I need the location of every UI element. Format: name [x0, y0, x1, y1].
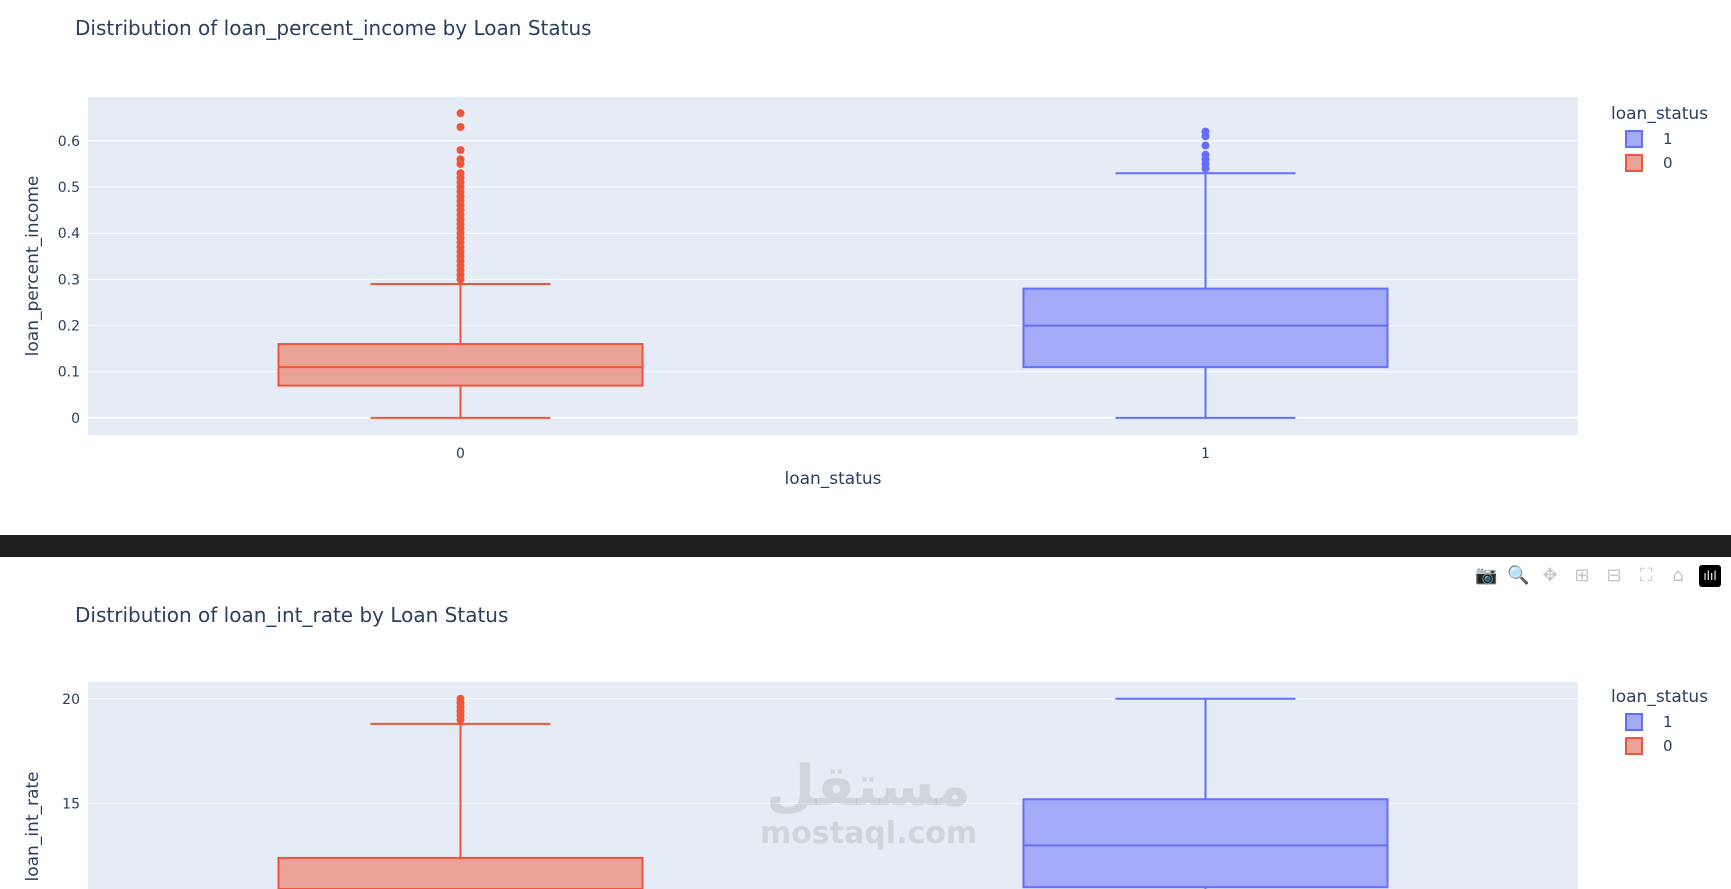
outlier-point	[456, 123, 465, 132]
legend-swatch	[1625, 737, 1643, 755]
x-tick-label: 0	[456, 446, 465, 462]
y-tick-label: 0	[71, 411, 80, 427]
box-0	[277, 856, 644, 889]
modebar: 📷 🔍 ✥ ⊞ ⊟ ⛶ ⌂ ılıl	[1475, 565, 1721, 587]
outlier-point	[1201, 127, 1210, 136]
box-1	[1022, 287, 1389, 369]
outlier-point	[1201, 141, 1210, 150]
legend-label: 1	[1663, 130, 1673, 148]
y-tick-label: 0.4	[58, 226, 80, 242]
legend-item-0[interactable]: 0	[1625, 154, 1708, 172]
y-tick-label: 0.5	[58, 180, 80, 196]
legend: loan_status 1 0	[1611, 104, 1708, 172]
camera-icon[interactable]: 📷	[1475, 565, 1498, 586]
home-icon[interactable]: ⌂	[1672, 565, 1684, 586]
box-0	[277, 343, 644, 387]
y-tick-label: 0.1	[58, 365, 80, 381]
legend-swatch	[1625, 130, 1643, 148]
chart-loan-int-rate: 15 20 loan_int_rate 📷 🔍 ✥ ⊞ ⊟ ⛶ ⌂ ılıl Dis…	[0, 557, 1731, 889]
legend-label: 0	[1663, 737, 1673, 755]
y-axis-label: loan_percent_income	[23, 176, 43, 357]
outlier-point	[456, 109, 465, 118]
zoom-out-icon[interactable]: ⊟	[1606, 565, 1622, 586]
legend-item-0[interactable]: 0	[1625, 737, 1708, 755]
zoom-icon[interactable]: 🔍	[1507, 565, 1530, 586]
chart-loan-percent-income: 0 0.1 0.2 0.3 0.4 0.5 0.6 0 1 loan_status loan_per…	[0, 0, 1731, 535]
plot-svg[interactable]: 0 0.1 0.2 0.3 0.4 0.5 0.6 0 1 loan_status loan_per…	[0, 0, 1731, 535]
plot-svg[interactable]: 15 20 loan_int_rate	[0, 557, 1731, 889]
legend-label: 0	[1663, 154, 1673, 172]
cell-separator	[0, 535, 1731, 557]
watermark: مستقل mostaql.com	[760, 754, 978, 851]
outlier-point	[1201, 150, 1210, 159]
plotly-logo-icon[interactable]: ılıl	[1699, 565, 1721, 587]
legend-title: loan_status	[1611, 104, 1709, 124]
autoscale-icon[interactable]: ⛶	[1639, 565, 1653, 586]
legend-item-1[interactable]: 1	[1625, 713, 1708, 731]
y-axis-label: loan_int_rate	[23, 771, 43, 881]
box-1	[1022, 798, 1389, 889]
legend-label: 1	[1663, 713, 1673, 731]
chart-title: Distribution of loan_percent_income by L…	[75, 16, 592, 40]
zoom-in-icon[interactable]: ⊞	[1574, 565, 1590, 586]
y-tick-label: 0.6	[58, 134, 80, 150]
chart-title: Distribution of loan_int_rate by Loan St…	[75, 603, 509, 627]
pan-icon[interactable]: ✥	[1542, 565, 1558, 586]
y-tick-label: 0.3	[58, 272, 80, 288]
outlier-point	[456, 146, 465, 155]
legend-swatch	[1625, 713, 1643, 731]
x-tick-label: 1	[1201, 446, 1210, 462]
y-tick-label: 20	[62, 692, 80, 708]
outlier-point	[456, 694, 465, 703]
legend-title: loan_status	[1611, 687, 1709, 707]
legend-swatch	[1625, 154, 1643, 172]
legend-item-1[interactable]: 1	[1625, 130, 1708, 148]
x-axis-label: loan_status	[784, 469, 881, 489]
outlier-point	[456, 155, 465, 164]
y-tick-label: 0.2	[58, 319, 80, 335]
y-tick-label: 15	[62, 796, 80, 812]
outlier-point	[456, 169, 465, 178]
legend: loan_status 1 0	[1611, 687, 1708, 755]
